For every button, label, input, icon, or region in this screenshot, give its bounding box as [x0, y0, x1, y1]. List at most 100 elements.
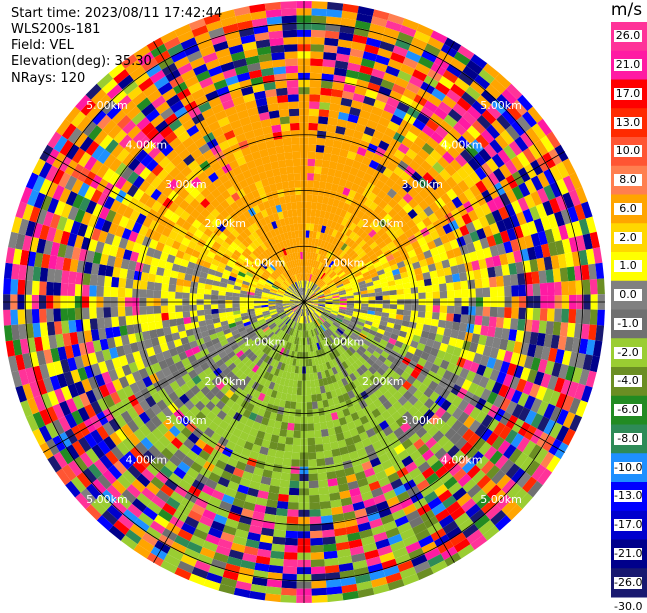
velocity-bin	[497, 307, 505, 318]
velocity-bin	[310, 545, 323, 553]
velocity-bin	[139, 306, 147, 315]
velocity-bin	[274, 139, 283, 147]
velocity-bin	[546, 269, 554, 283]
velocity-bin	[504, 307, 512, 318]
velocity-bin	[89, 285, 97, 296]
velocity-bin	[306, 366, 310, 373]
velocity-bin	[310, 531, 323, 539]
velocity-bin	[282, 458, 291, 466]
velocity-bin	[561, 281, 569, 295]
velocity-bin	[327, 478, 338, 487]
velocity-bin	[268, 565, 283, 574]
velocity-bin	[125, 288, 133, 298]
velocity-bin	[318, 116, 328, 124]
velocity-bin	[504, 286, 512, 297]
velocity-bin	[546, 321, 554, 335]
velocity-bin	[489, 277, 497, 288]
velocity-bin	[294, 423, 301, 431]
velocity-bin	[284, 552, 298, 560]
velocity-bin	[475, 307, 483, 317]
velocity-bin	[276, 88, 288, 96]
velocity-bin	[273, 529, 286, 537]
velocity-bin	[270, 478, 281, 487]
velocity-bin	[125, 315, 133, 325]
velocity-bin	[273, 131, 283, 139]
velocity-bin	[168, 284, 176, 292]
velocity-bin	[431, 277, 439, 285]
velocity-bin	[482, 316, 490, 326]
velocity-bin	[118, 307, 126, 317]
velocity-bin	[169, 319, 177, 327]
velocity-bin	[111, 277, 119, 288]
velocity-bin	[503, 275, 511, 286]
velocity-bin	[297, 381, 302, 388]
velocity-bin	[323, 536, 336, 544]
velocity-bin	[518, 308, 526, 320]
velocity-bin	[60, 283, 68, 296]
velocity-bin	[82, 285, 90, 297]
velocity-bin	[447, 290, 455, 298]
velocity-bin	[319, 494, 330, 502]
velocity-bin	[46, 309, 54, 323]
velocity-bin	[440, 291, 448, 299]
velocity-bin	[125, 279, 133, 289]
velocity-bin	[320, 174, 328, 182]
velocity-bin	[590, 279, 598, 295]
velocity-bin	[315, 152, 323, 160]
velocity-bin	[218, 304, 225, 309]
velocity-bin	[417, 280, 425, 287]
velocity-bin	[452, 322, 460, 331]
velocity-bin	[168, 305, 176, 312]
velocity-bin	[325, 31, 340, 40]
velocity-bin	[319, 487, 330, 495]
velocity-bin	[311, 202, 317, 210]
velocity-bin	[310, 538, 323, 546]
velocity-bin	[540, 283, 548, 296]
velocity-bin	[418, 311, 426, 318]
velocity-bin	[475, 315, 483, 325]
velocity-bin	[517, 319, 525, 331]
velocity-bin	[317, 131, 327, 139]
velocity-bin	[275, 81, 287, 89]
velocity-bin	[310, 516, 322, 524]
velocity-bin	[321, 515, 333, 523]
velocity-bin	[308, 130, 317, 138]
velocity-bin	[309, 123, 319, 131]
velocity-bin	[97, 318, 105, 329]
velocity-bin	[475, 288, 483, 298]
velocity-bin	[289, 481, 299, 489]
velocity-bin	[204, 294, 211, 299]
velocity-bin	[361, 304, 368, 308]
velocity-bin	[286, 166, 294, 174]
velocity-bin	[307, 166, 314, 174]
velocity-bin	[272, 59, 285, 67]
velocity-bin	[547, 308, 555, 321]
velocity-bin	[311, 37, 325, 45]
velocity-bin	[33, 266, 42, 281]
velocity-bin	[553, 322, 562, 336]
velocity-bin	[292, 445, 300, 453]
velocity-bin	[147, 314, 155, 323]
velocity-bin	[225, 304, 232, 308]
velocity-bin	[61, 321, 69, 334]
velocity-bin	[354, 303, 361, 306]
velocity-bin	[89, 307, 97, 318]
velocity-bin	[312, 588, 328, 596]
velocity-bin	[309, 502, 320, 510]
velocity-bin	[322, 529, 335, 537]
velocity-bin	[40, 267, 49, 281]
velocity-bin	[103, 286, 111, 297]
velocity-bin	[590, 310, 598, 326]
velocity-bin	[139, 289, 147, 298]
velocity-bin	[490, 287, 498, 297]
velocity-bin	[425, 292, 433, 299]
velocity-bin	[161, 306, 169, 314]
velocity-bin	[560, 322, 569, 336]
velocity-bin	[287, 173, 294, 181]
velocity-bin	[104, 317, 112, 328]
velocity-bin	[418, 286, 426, 293]
velocity-bin	[309, 495, 320, 503]
velocity-bin	[326, 131, 336, 139]
velocity-bin	[314, 423, 321, 431]
velocity-bin	[316, 458, 325, 466]
